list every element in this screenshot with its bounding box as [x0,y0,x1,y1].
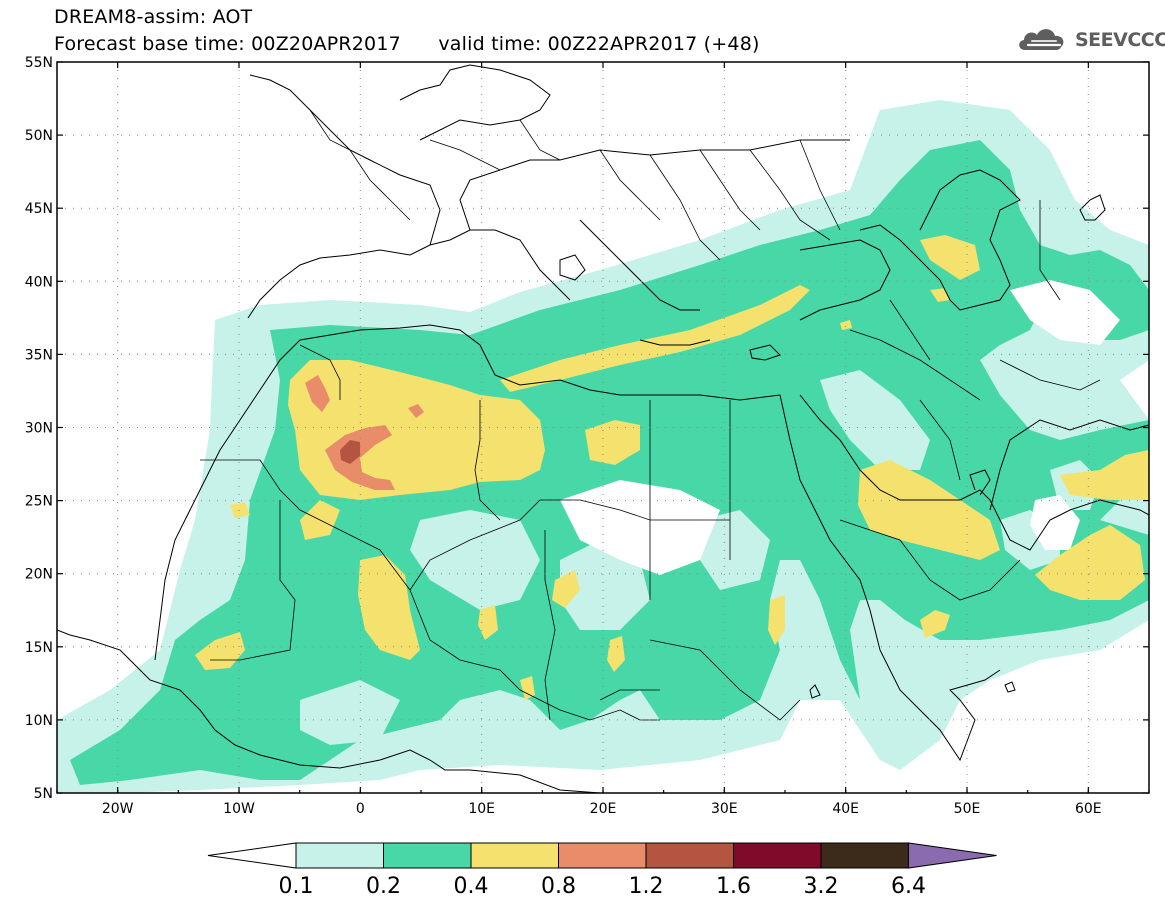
colorbar-box [470,842,559,869]
lon-label: 10E [468,801,495,817]
colorbar-box [733,842,822,869]
lat-label: 20N [25,567,53,583]
colorbar-under [207,842,297,869]
colorbar-labels: 0.1 0.2 0.4 0.8 1.2 1.6 3.2 6.4 [279,874,927,899]
lat-label: 35N [25,347,53,363]
map-title: DREAM8-assim: AOT [54,6,253,28]
lon-label: 40E [832,801,859,817]
logo-text: SEEVCCC [1075,29,1165,51]
lon-label: 20E [590,801,617,817]
lat-label: 25N [25,494,53,510]
latitude-labels: 55N 50N 45N 40N 35N 30N 25N 20N 15N 10N 5N [25,55,53,802]
aot-below-0-1 [560,280,1120,575]
lat-label: 55N [25,55,53,71]
colorbar-label: 3.2 [804,874,839,899]
colorbar [207,842,997,869]
lat-label: 5N [34,786,53,802]
colorbar-box [383,842,472,869]
lat-label: 50N [25,128,53,144]
forecast-time-line: Forecast base time: 00Z20APR2017 valid t… [54,33,760,55]
colorbar-label: 0.2 [366,874,401,899]
colorbar-over [908,842,997,869]
colorbar-box [820,842,909,869]
colorbar-label: 0.1 [279,874,314,899]
aot-level-1-2 [340,440,360,464]
lat-label: 40N [25,274,53,290]
colorbar-box [295,842,384,869]
aot-field [57,100,1149,793]
colorbar-label: 1.6 [716,874,751,899]
aot-level-0-4 [195,235,1149,700]
lat-label: 30N [25,421,53,437]
lon-label: 10W [223,801,255,817]
colorbar-label: 0.8 [541,874,576,899]
colorbar-label: 1.2 [629,874,664,899]
lon-label: 60E [1075,801,1102,817]
colorbar-box [558,842,647,869]
aot-level-0-8 [305,375,424,490]
colorbar-label: 6.4 [891,874,926,899]
colorbar-label: 0.4 [454,874,489,899]
cloud-icon [1019,29,1064,50]
lat-label: 10N [25,713,53,729]
lon-label: 20W [102,801,134,817]
lon-label: 50E [954,801,981,817]
country-borders [200,109,1101,721]
lat-label: 45N [25,201,53,217]
seevccc-logo: SEEVCCC [1016,24,1165,56]
lat-label: 15N [25,640,53,656]
axis-ticks [56,61,1150,794]
coastlines [57,64,1149,793]
longitude-labels: 20W 10W 0 10E 20E 30E 40E 50E 60E [102,801,1102,817]
lon-label: 0 [356,801,365,817]
lon-label: 30E [711,801,738,817]
colorbar-box [645,842,734,869]
